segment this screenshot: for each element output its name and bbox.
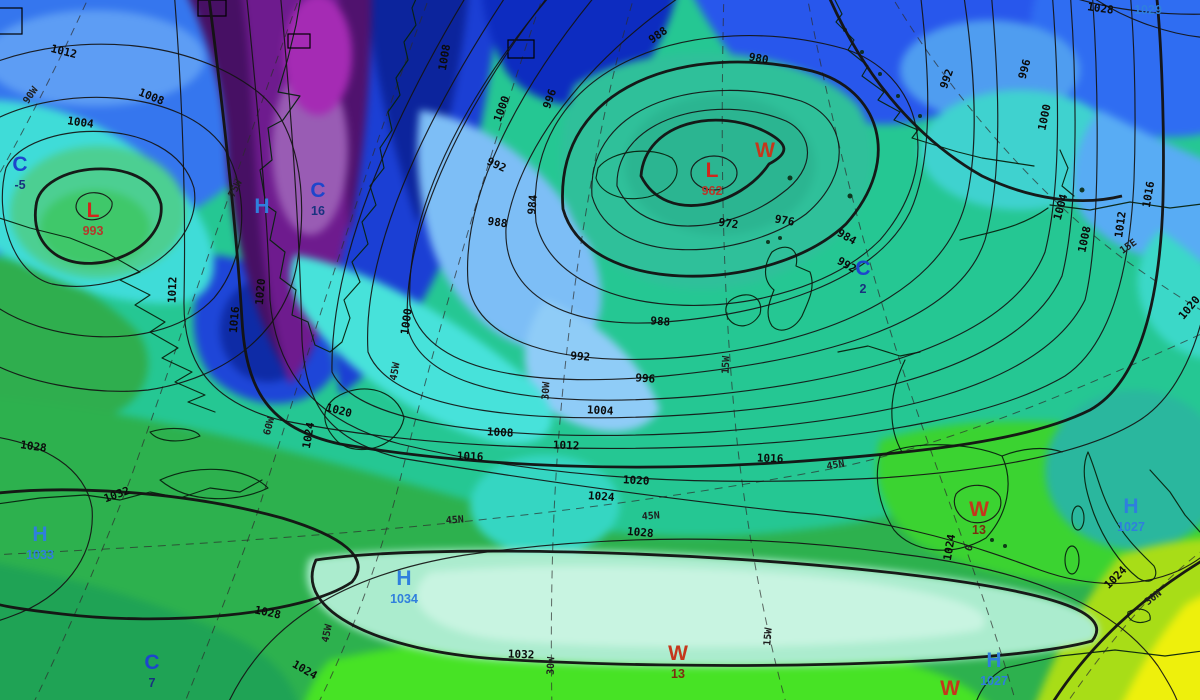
graticule-label: 45N [641,510,660,522]
warm-marker-letter: W [755,139,775,162]
cold-marker-letter: C [144,651,159,674]
high-marker-letter: H [254,195,269,218]
isobar-label: 1008 [436,43,453,71]
graticule-label: 45W [389,361,403,382]
graticule-label: 15W [762,626,775,646]
isobar-label: 1012 [49,42,78,61]
isobar-label: 1004 [66,114,94,131]
isobar-label: 1012 [553,439,580,453]
isobar-label: 1012 [166,276,180,303]
graticule-label: 15W [721,355,733,374]
warm-marker-value: 13 [671,667,685,681]
low-marker-value: 993 [83,224,104,238]
isobar-label: 1016 [757,452,784,466]
isobar-label: 992 [937,67,956,90]
graticule-label: 30W [546,656,558,675]
cold-marker-letter: C [12,153,27,176]
isobar-label: 1020 [623,473,650,487]
isobar-label: 988 [650,314,671,328]
isobar-label: 996 [1016,57,1034,80]
high-marker-letter: H [396,567,411,590]
warm-marker-letter: W [969,498,989,521]
graticule-label: 60W [262,415,278,436]
isobar-label: 1028 [253,603,282,621]
isobar-label: 1004 [587,403,615,417]
isobar-label: 1012 [1112,210,1129,238]
isobar-label: 980 [748,50,770,66]
isobar-label: 1024 [941,533,958,562]
high-marker-letter: H [986,649,1001,672]
low-marker-letter: L [87,199,100,222]
isobar-label: 996 [635,371,656,385]
warm-marker-letter: W [668,642,688,665]
warm-marker-value: 13 [972,523,986,537]
high-marker-value: 1029 [1134,3,1162,17]
cold-marker-value: 2 [860,282,867,296]
isobar-label: 988 [487,215,508,231]
cold-marker-value: 7 [149,676,156,690]
isobar-label: 992 [570,349,591,363]
isobar-label: 972 [718,216,739,232]
isobar-label: 1008 [487,425,514,439]
isobar-label: 1000 [398,307,415,335]
graticule-label: 45N [445,514,464,526]
high-marker-value: 1034 [390,592,418,606]
isobar-label: 1028 [627,525,655,540]
high-marker-value: 1027 [980,674,1008,688]
high-marker-letter: H [32,523,47,546]
isobar-label: 1016 [1140,180,1157,209]
graticule-label: 30W [541,381,553,401]
isobar-label: 976 [774,212,796,228]
isobar-label: 1020 [253,278,268,306]
graticule-label: 0 [963,543,975,552]
isobar-label: 1000 [1035,103,1053,132]
isobar-label: 1020 [324,401,353,420]
isobar-label: 1028 [19,438,47,455]
low-marker-letter: L [706,159,719,182]
isobar-label: 1032 [508,648,535,662]
isobar-label: 984 [525,194,540,215]
cold-marker-value: -5 [14,178,25,192]
isobar-label: 1028 [1086,0,1114,17]
cold-marker-letter: C [855,257,870,280]
cold-marker-letter: C [310,179,325,202]
isobar-label: 1024 [588,489,616,504]
graticule-label: 45N [826,459,846,473]
isobar-label: 1008 [1075,225,1093,254]
high-marker-value: 1027 [1117,520,1145,534]
isobar-label: 1016 [457,450,484,464]
warm-marker-letter: W [940,677,960,700]
high-marker-value: 1033 [26,548,54,562]
graticule-label: 45W [320,623,335,644]
cold-marker-value: 16 [311,204,325,218]
low-marker-value: 962 [702,184,723,198]
isobar-label: 1016 [227,306,242,334]
high-marker-letter: H [1123,495,1138,518]
isobar-label: 1024 [300,421,317,450]
